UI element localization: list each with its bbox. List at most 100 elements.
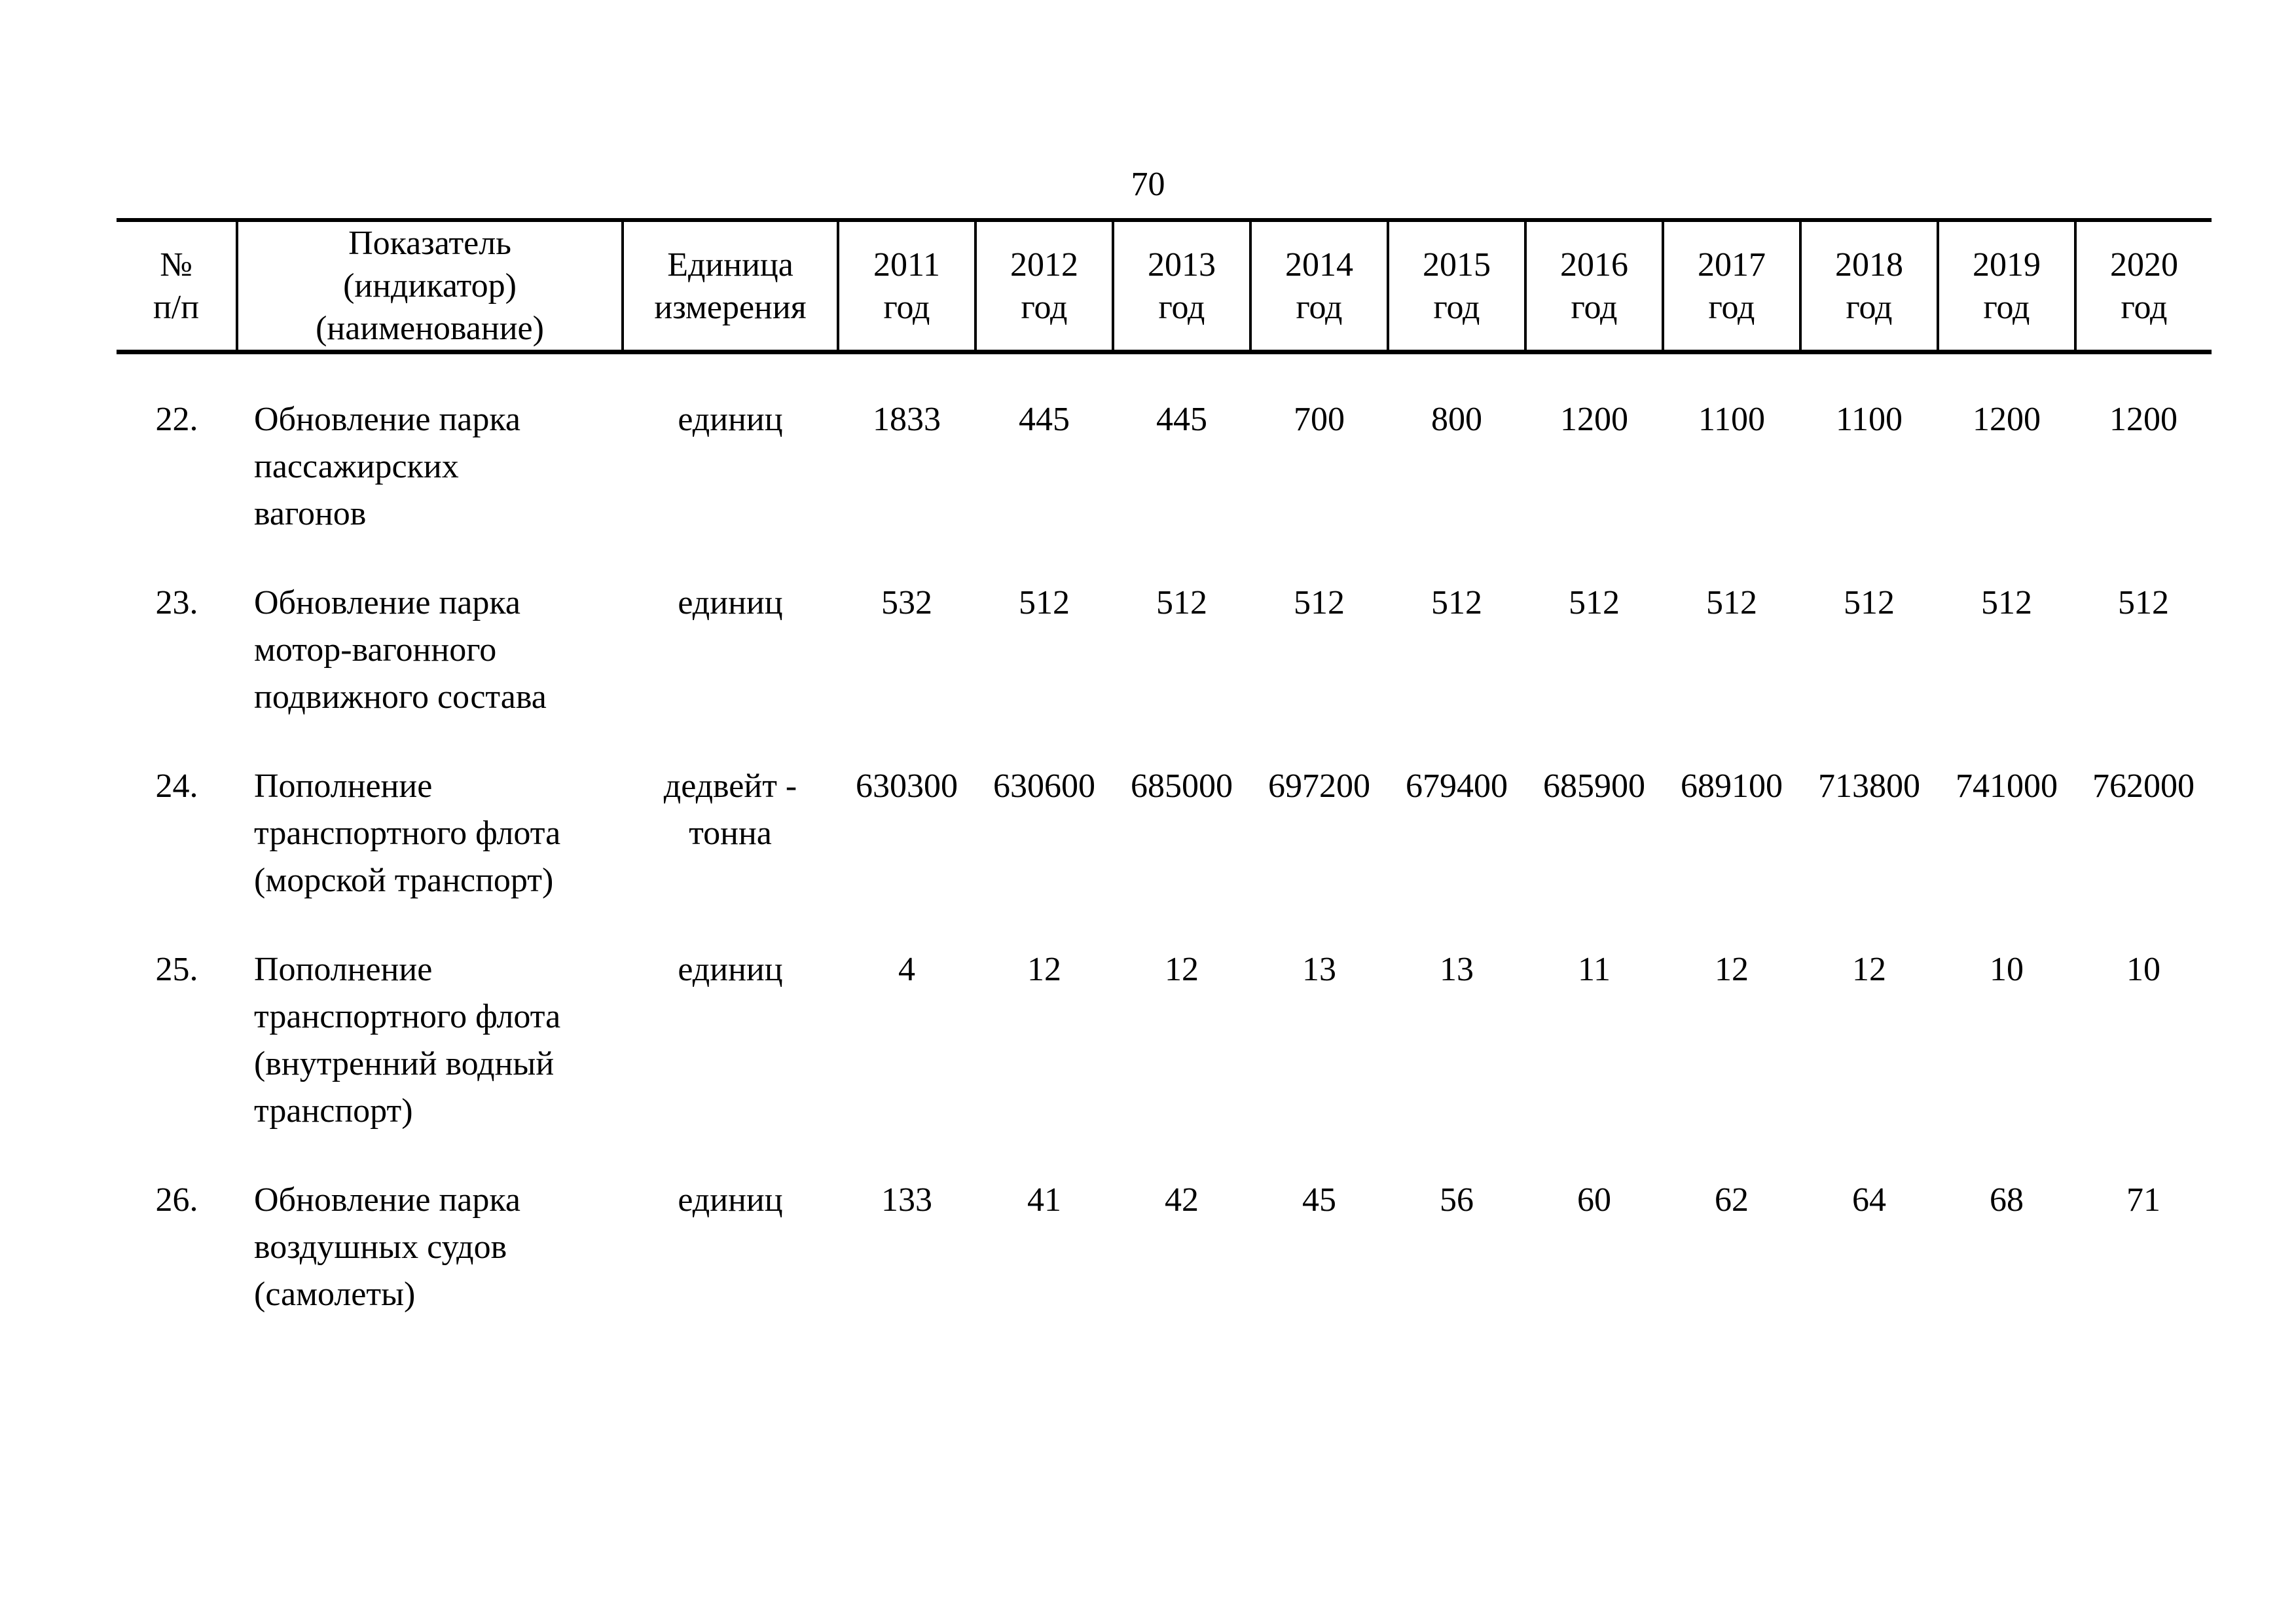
year-word: год [1158,288,1205,326]
value-cell: 1833 [873,401,941,438]
value-cell: 512 [1569,584,1620,621]
value-cell: 685000 [1131,767,1233,805]
year-header-cell: 2017 год [1662,218,1800,354]
indicator-cell: Обновление парка пассажирских вагонов [237,352,623,538]
year-header-cell: 2019 год [1937,218,2075,354]
year-label: 2018 [1835,246,1903,284]
unit-cell: единиц [623,538,838,721]
unit-cell: единиц [623,1135,838,1318]
value-cell: 60 [1577,1181,1611,1219]
indicator-header-line: (индикатор) [343,267,517,304]
value-cell: 45 [1302,1181,1336,1219]
row-number-cell: 22. [155,401,198,438]
value-cell: 512 [1706,584,1757,621]
value-cell: 685900 [1543,767,1645,805]
value-cell: 512 [1981,584,2032,621]
value-cell: 697200 [1268,767,1370,805]
unit-header-line: измерения [654,288,807,326]
value-cell: 1100 [1835,401,1903,438]
year-word: год [1021,288,1068,326]
indicator-line: транспорт) [254,1092,413,1130]
value-cell: 10 [2126,951,2160,988]
row-number-cell: 23. [155,584,198,621]
value-cell: 1200 [1973,401,2041,438]
year-header-cell: 2012 год [974,218,1113,354]
value-cell: 11 [1577,951,1611,988]
table-row: 24. Пополнение транспортного флота (морской… [117,721,2212,904]
indicator-line: вагонов [254,495,367,532]
indicator-cell: Обновление парка воздушных судов (самолеты… [237,1135,623,1318]
indicator-line: подвижного состава [254,678,547,716]
year-label: 2014 [1285,246,1353,284]
table-header-row: № п/п Показатель (индикатор) (наименован… [117,218,2212,354]
year-label: 2013 [1148,246,1216,284]
indicator-header-line: (наименование) [316,310,544,347]
year-word: год [1846,288,1893,326]
value-cell: 41 [1027,1181,1061,1219]
indicator-line: Обновление парка [254,401,520,438]
indicator-line: (самолеты) [254,1276,416,1313]
value-cell: 62 [1715,1181,1749,1219]
table-row: 22. Обновление парка пассажирских вагонов ед… [117,352,2212,538]
value-cell: 42 [1165,1181,1199,1219]
year-header-cell: 2018 год [1799,218,1938,354]
value-cell: 68 [1990,1181,2024,1219]
unit-line: единиц [678,1181,783,1219]
value-cell: 12 [1852,951,1886,988]
value-cell: 13 [1302,951,1336,988]
value-cell: 512 [1294,584,1345,621]
page-number: 70 [1131,166,1165,203]
value-cell: 512 [1156,584,1207,621]
year-word: год [883,288,930,326]
value-cell: 12 [1165,951,1199,988]
indicator-line: транспортного флота [254,815,561,852]
unit-cell: дедвейт - тонна [623,721,838,904]
year-header-cell: 2013 год [1112,218,1250,354]
value-cell: 4 [898,951,915,988]
value-cell: 56 [1440,1181,1474,1219]
value-cell: 10 [1990,951,2024,988]
row-number-header-cell: № п/п [117,218,237,354]
year-header-cell: 2015 год [1387,218,1525,354]
year-header-cell: 2014 год [1249,218,1388,354]
year-label: 2012 [1010,246,1078,284]
row-number-cell: 24. [155,767,198,805]
value-cell: 741000 [1956,767,2058,805]
row-number-cell: 26. [155,1181,198,1219]
year-header-cell: 2011 год [837,218,975,354]
year-word: год [1983,288,2030,326]
value-cell: 689100 [1681,767,1783,805]
table-header: № п/п Показатель (индикатор) (наименован… [117,218,2212,354]
year-label: 2016 [1560,246,1628,284]
value-cell: 1200 [1560,401,1628,438]
table-row: 23. Обновление парка мотор-вагонного подвиж… [117,538,2212,721]
indicator-line: (внутренний водный [254,1045,555,1082]
indicator-cell: Обновление парка мотор-вагонного подвижног… [237,538,623,721]
indicator-line: мотор-вагонного [254,631,497,669]
indicators-table: № п/п Показатель (индикатор) (наименован… [117,218,2212,1318]
value-cell: 12 [1027,951,1061,988]
value-cell: 512 [2118,584,2169,621]
year-label: 2015 [1423,246,1491,284]
unit-line: единиц [678,401,783,438]
value-cell: 1100 [1698,401,1766,438]
year-label: 2011 [873,246,941,284]
indicator-cell: Пополнение транспортного флота (внутренний… [237,904,623,1135]
row-number-cell: 25. [155,951,198,988]
year-header-cell: 2016 год [1524,218,1663,354]
value-cell: 445 [1156,401,1207,438]
value-cell: 12 [1715,951,1749,988]
indicator-line: транспортного флота [254,998,561,1035]
value-cell: 445 [1019,401,1070,438]
row-number-header-line: № [160,246,192,284]
year-word: год [1571,288,1618,326]
value-cell: 512 [1844,584,1895,621]
value-cell: 1200 [2109,401,2178,438]
unit-line: дедвейт - [663,767,797,805]
year-label: 2017 [1698,246,1766,284]
value-cell: 679400 [1406,767,1508,805]
unit-cell: единиц [623,352,838,538]
indicator-line: Обновление парка [254,584,520,621]
unit-header-cell: Единица измерения [621,218,838,354]
indicator-line: Пополнение [254,767,433,805]
